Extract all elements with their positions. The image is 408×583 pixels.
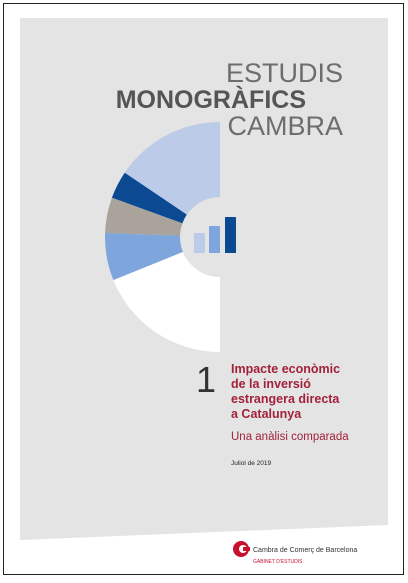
title-line: Impacte econòmic: [231, 362, 340, 376]
icon-bar: [194, 233, 205, 253]
header-line: MONOGRÀFICS: [116, 85, 306, 114]
issue-number: 1: [196, 359, 216, 400]
icon-bar: [209, 226, 220, 253]
subtitle: Una anàlisi comparada: [231, 431, 349, 443]
title-line: de la inversió: [231, 377, 311, 391]
title-line: a Catalunya: [231, 407, 302, 421]
cover-page: ESTUDIS MONOGRÀFICS CAMBRA 1 Impacte eco…: [0, 0, 408, 578]
date: Juliol de 2019: [231, 460, 271, 467]
title-line: estrangera directa: [231, 392, 340, 406]
organization: Cambra de Comerç de Barcelona: [253, 547, 357, 554]
logo-mark: [243, 547, 250, 551]
header-line: CAMBRA: [227, 111, 343, 141]
icon-bar: [225, 217, 236, 253]
department: GABINET D'ESTUDIS: [253, 559, 303, 565]
header-line: ESTUDIS: [226, 58, 343, 88]
